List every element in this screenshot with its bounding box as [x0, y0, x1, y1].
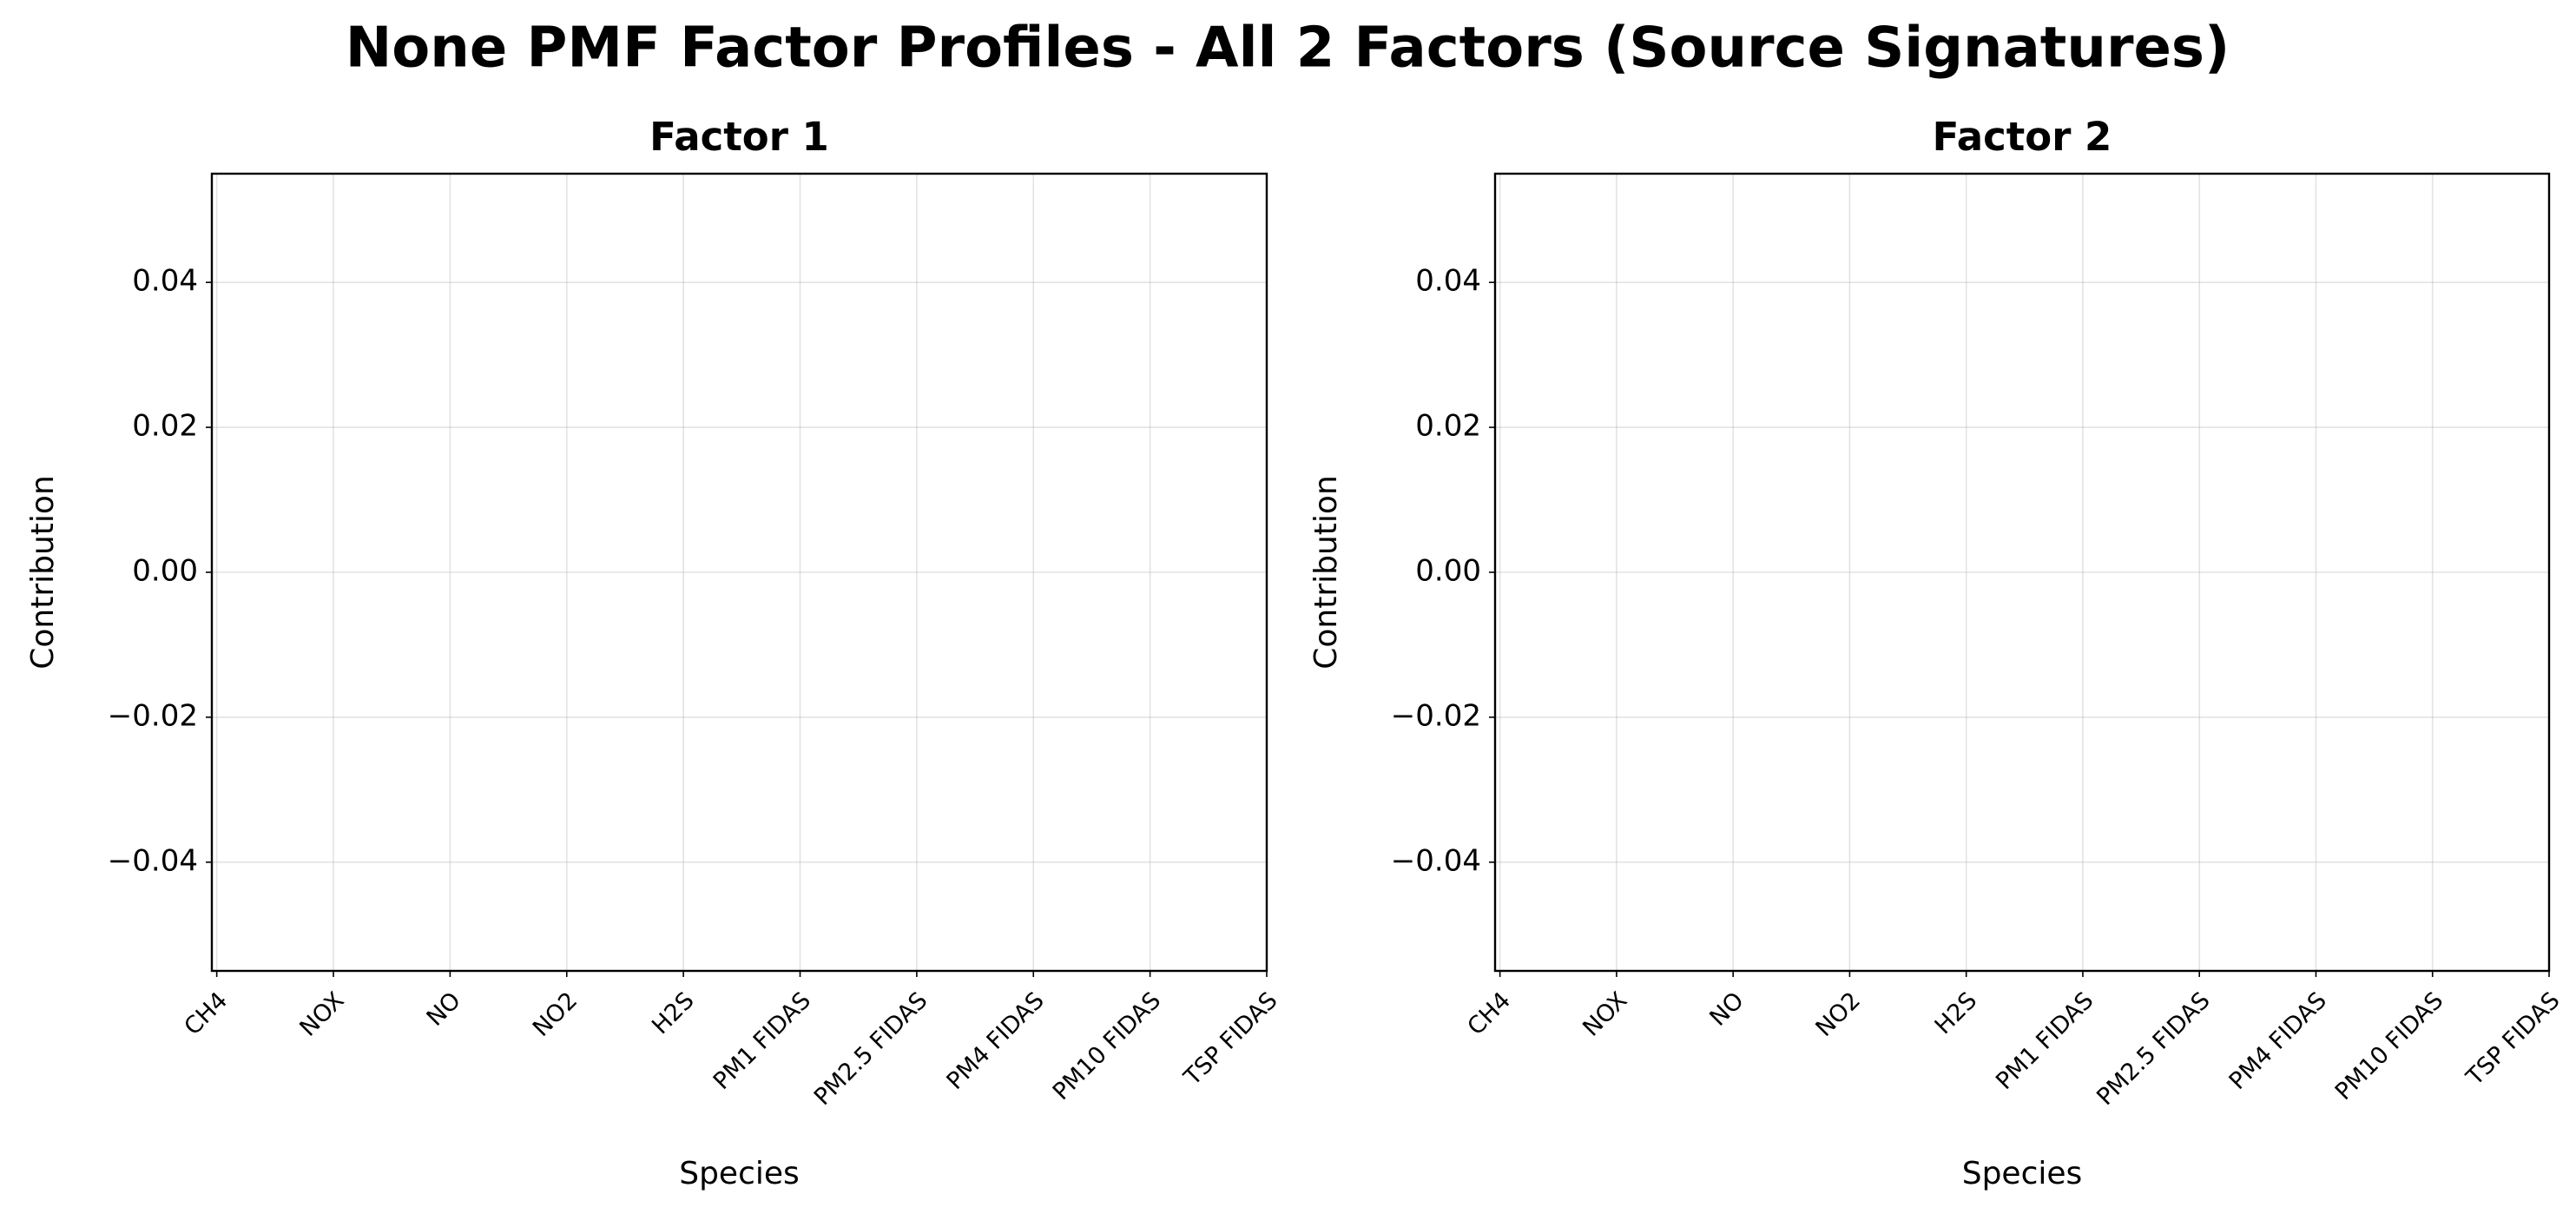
- x-tick-label: CH4: [179, 987, 233, 1041]
- x-tick-label: PM4 FIDAS: [941, 987, 1049, 1095]
- subplot-title: Factor 2: [1933, 114, 2112, 160]
- y-tick-label: 0.00: [1415, 554, 1481, 589]
- y-tick-label: 0.00: [132, 554, 198, 589]
- x-tick-label: NO2: [528, 987, 583, 1042]
- x-axis-label: Species: [1962, 1156, 2083, 1191]
- y-axis-label: Contribution: [25, 475, 61, 670]
- x-tick-label: NO: [1704, 987, 1749, 1032]
- x-tick-label: CH4: [1462, 987, 1516, 1041]
- x-tick-label: PM10 FIDAS: [1048, 987, 1166, 1106]
- y-tick-label: 0.02: [132, 409, 198, 444]
- y-tick-label: 0.02: [1415, 409, 1481, 444]
- plot-frame: [1493, 172, 2551, 973]
- plot-frame: [210, 172, 1268, 973]
- x-tick-label: NOX: [1578, 987, 1632, 1042]
- x-tick-label: PM1 FIDAS: [1991, 987, 2098, 1095]
- subplot-title: Factor 1: [649, 114, 829, 160]
- y-tick-label: −0.02: [1391, 698, 1481, 733]
- x-tick-label: H2S: [1930, 987, 1983, 1040]
- x-tick-label: H2S: [647, 987, 700, 1040]
- x-tick-label: TSP FIDAS: [2461, 987, 2565, 1092]
- x-tick-label: NO2: [1811, 987, 1866, 1042]
- x-tick-label: NOX: [294, 987, 349, 1042]
- x-tick-label: TSP FIDAS: [1178, 987, 1282, 1092]
- x-tick-label: PM1 FIDAS: [708, 987, 816, 1095]
- x-tick-label: PM2.5 FIDAS: [2092, 987, 2216, 1112]
- y-tick-label: 0.04: [132, 264, 198, 299]
- x-tick-label: PM4 FIDAS: [2224, 987, 2332, 1095]
- y-tick-label: 0.04: [1415, 264, 1481, 299]
- y-tick-label: −0.04: [1391, 843, 1481, 878]
- x-tick-label: PM2.5 FIDAS: [809, 987, 933, 1112]
- x-axis-label: Species: [679, 1156, 800, 1191]
- x-tick-label: NO: [422, 987, 466, 1032]
- y-tick-label: −0.04: [108, 843, 198, 878]
- y-tick-label: −0.02: [108, 698, 198, 733]
- subplot: Factor 1 −0.04 −0.02 0.00 0.02 0.04 CH4 NOX NO NO…: [25, 114, 1283, 1191]
- subplot: Factor 2 −0.04 −0.02 0.00 0.02 0.04 CH4 NOX NO NO…: [1308, 114, 2566, 1191]
- figure-title: None PMF Factor Profiles - All 2 Factors…: [346, 16, 2230, 81]
- x-tick-label: PM10 FIDAS: [2330, 987, 2448, 1106]
- y-axis-label: Contribution: [1308, 475, 1344, 670]
